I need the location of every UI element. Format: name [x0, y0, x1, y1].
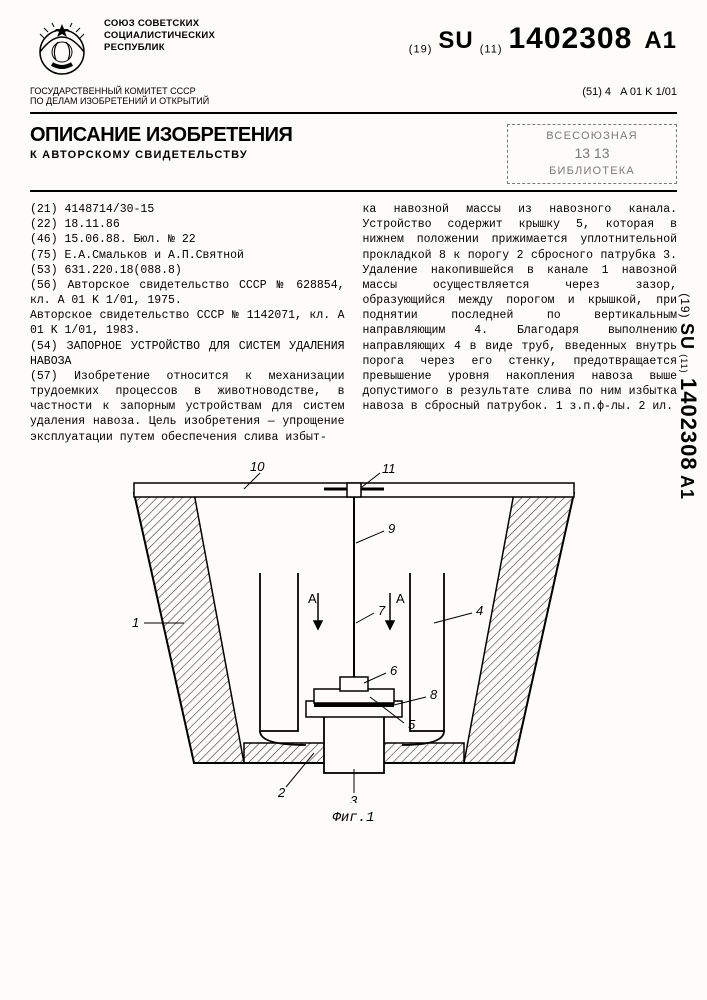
svg-text:7: 7	[378, 603, 386, 618]
svg-text:5: 5	[408, 717, 416, 732]
stamp-line3: БИБЛИОТЕКА	[510, 164, 674, 179]
title-block: ОПИСАНИЕ ИЗОБРЕТЕНИЯ К АВТОРСКОМУ СВИДЕТ…	[0, 114, 707, 184]
committee-text: ГОСУДАРСТВЕННЫЙ КОМИТЕТ СССР ПО ДЕЛАМ ИЗ…	[30, 86, 209, 106]
sub-header: ГОСУДАРСТВЕННЫЙ КОМИТЕТ СССР ПО ДЕЛАМ ИЗ…	[0, 82, 707, 106]
figure-caption: Фиг.1	[30, 810, 677, 826]
figure-svg: А А 1 2 3 4 5 6 7 8 9 10 11	[74, 453, 634, 803]
arrow-label-left: А	[308, 591, 317, 606]
doc-code: (19) SU (11) 1402308 A1	[409, 18, 677, 56]
header-row: СОЮЗ СОВЕТСКИХ СОЦИАЛИСТИЧЕСКИХ РЕСПУБЛИ…	[0, 0, 707, 82]
ipc-code: (51) 4 A 01 K 1/01	[582, 86, 677, 106]
svg-text:9: 9	[388, 521, 395, 536]
title-text: ОПИСАНИЕ ИЗОБРЕТЕНИЯ К АВТОРСКОМУ СВИДЕТ…	[30, 124, 292, 184]
side-doc-code: (19) SU (11) 1402308 A1	[675, 293, 701, 500]
ussr-emblem-icon	[30, 18, 94, 82]
doc-number: 1402308	[509, 22, 633, 55]
left-column: (21) 4148714/30-15 (22) 18.11.86 (46) 15…	[30, 202, 345, 445]
stamp-line1: ВСЕСОЮЗНАЯ	[510, 129, 674, 144]
svg-text:8: 8	[430, 687, 438, 702]
body-columns: (21) 4148714/30-15 (22) 18.11.86 (46) 15…	[0, 192, 707, 445]
doc-kind: A1	[644, 27, 677, 54]
committee-line2: ПО ДЕЛАМ ИЗОБРЕТЕНИЙ И ОТКРЫТИЙ	[30, 96, 209, 106]
union-line1: СОЮЗ СОВЕТСКИХ	[104, 18, 215, 30]
doc-su: SU	[438, 27, 473, 54]
svg-text:4: 4	[476, 603, 483, 618]
union-line3: РЕСПУБЛИК	[104, 42, 215, 54]
committee-line1: ГОСУДАРСТВЕННЫЙ КОМИТЕТ СССР	[30, 86, 209, 96]
right-column: ка навозной массы из навозного канала. У…	[363, 202, 678, 445]
union-text: СОЮЗ СОВЕТСКИХ СОЦИАЛИСТИЧЕСКИХ РЕСПУБЛИ…	[104, 18, 215, 54]
svg-text:2: 2	[277, 785, 286, 800]
stamp-line2: 13 13	[510, 144, 674, 164]
doc-prefix: (19)	[409, 44, 433, 56]
sub-title: К АВТОРСКОМУ СВИДЕТЕЛЬСТВУ	[30, 149, 292, 161]
svg-text:6: 6	[390, 663, 398, 678]
svg-text:11: 11	[382, 461, 396, 476]
svg-text:10: 10	[250, 459, 265, 474]
union-line2: СОЦИАЛИСТИЧЕСКИХ	[104, 30, 215, 42]
doc-11: (11)	[480, 44, 503, 56]
arrow-label-right: А	[396, 591, 405, 606]
svg-text:1: 1	[132, 615, 139, 630]
svg-text:3: 3	[350, 793, 358, 803]
figure-1: А А 1 2 3 4 5 6 7 8 9 10 11 Фиг.1	[30, 453, 677, 826]
patent-page: СОЮЗ СОВЕТСКИХ СОЦИАЛИСТИЧЕСКИХ РЕСПУБЛИ…	[0, 0, 707, 1000]
main-title: ОПИСАНИЕ ИЗОБРЕТЕНИЯ	[30, 124, 292, 147]
library-stamp: ВСЕСОЮЗНАЯ 13 13 БИБЛИОТЕКА	[507, 124, 677, 184]
